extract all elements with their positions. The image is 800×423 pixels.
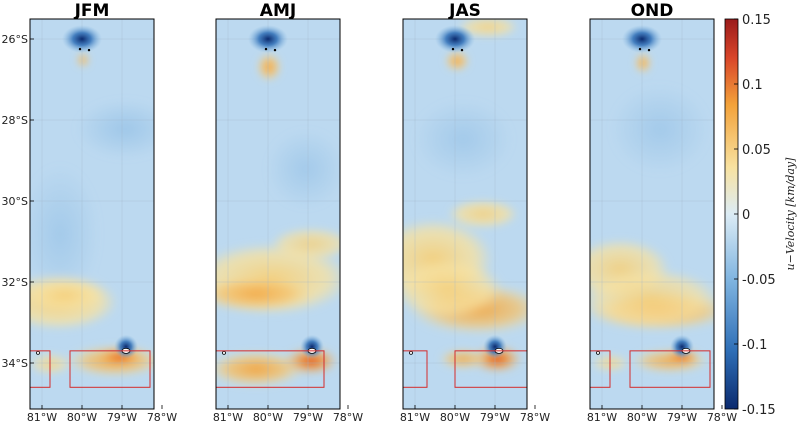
x-tick-label: 81°W (400, 411, 430, 423)
panel-frame (215, 18, 341, 410)
field-patch (471, 345, 523, 373)
gridlines (403, 19, 527, 409)
panel-jfm: JFM 81°W 80°W 79°W 78°W 26°S 28°S 30°S 32°S 34°S (2, 1, 178, 423)
x-tick-label: 81°W (213, 411, 243, 423)
panel-ond: OND 81°W 80°W 79°W 78°W (587, 1, 737, 423)
y-tick-label: 26°S (2, 33, 28, 46)
y-tick-label: 30°S (2, 195, 28, 208)
region-box (590, 350, 611, 388)
panel-frame (402, 18, 528, 410)
field-patch (635, 53, 651, 73)
x-tick-label: 78°W (147, 411, 177, 423)
negative-velocity-core (114, 334, 138, 359)
x-tick-label: 80°W (627, 411, 657, 423)
panel-jas: JAS 81°W 80°W 79°W 78°W (400, 1, 550, 423)
field-patch (77, 53, 89, 67)
region-box (69, 350, 151, 388)
colorbar-tick-label: 0 (742, 208, 750, 223)
negative-velocity-core (670, 334, 694, 359)
x-tick-label: 78°W (707, 411, 737, 423)
panel-amj: AMJ 81°W 80°W 79°W 78°W (213, 1, 363, 423)
colorbar-label: u−Velocity [km/day] (784, 157, 797, 271)
panel-title: AMJ (260, 1, 296, 21)
panel-frame (29, 18, 155, 410)
field-patch (283, 347, 339, 375)
x-tick-label: 78°W (333, 411, 363, 423)
field-patch (448, 200, 518, 228)
panel-title: JAS (448, 1, 481, 21)
velocity-field (30, 19, 154, 409)
negative-velocity-core (622, 25, 662, 53)
velocity-field (216, 19, 340, 409)
x-tick-label: 79°W (480, 411, 510, 423)
region-box (216, 350, 325, 388)
y-tick-label: 28°S (2, 114, 28, 127)
x-tick-label: 81°W (27, 411, 57, 423)
region-box (629, 350, 711, 388)
negative-velocity-core (248, 25, 288, 53)
x-tick-label: 81°W (587, 411, 617, 423)
negative-velocity-core (62, 25, 102, 53)
field-patch (75, 99, 154, 159)
negative-velocity-core (435, 25, 475, 53)
x-tick-label: 78°W (520, 411, 550, 423)
x-tick-label: 80°W (67, 411, 97, 423)
panel-title: JFM (74, 1, 110, 21)
x-tick-label: 79°W (667, 411, 697, 423)
colorbar: 0.15 0.1 0.05 0 -0.05 -0.1 -0.15 u−Velocity [km… (724, 13, 797, 418)
x-tick-label: 80°W (253, 411, 283, 423)
panel-title: OND (631, 1, 674, 21)
field-patch (30, 164, 100, 304)
velocity-field (590, 19, 714, 409)
velocity-field (403, 19, 527, 409)
colorbar-tick-label: -0.05 (742, 273, 776, 288)
field-patch (257, 53, 281, 81)
colorbar-tick-label: -0.1 (742, 338, 767, 353)
y-tick-label: 34°S (2, 357, 28, 370)
field-patch (271, 228, 340, 260)
field-patch (458, 19, 518, 37)
x-tick-label: 79°W (293, 411, 323, 423)
field-patch (216, 276, 316, 312)
field-patch (266, 129, 340, 209)
colorbar-tick-label: 0.1 (742, 78, 763, 93)
colorbar-tick-label: 0.05 (742, 143, 771, 158)
colorbar-tick-label: -0.15 (742, 403, 776, 418)
region-box (30, 350, 51, 388)
gridlines (30, 19, 154, 409)
panel-frame (589, 18, 715, 410)
field-patch (445, 51, 469, 71)
field-patch (590, 269, 714, 329)
field-patch (403, 259, 503, 319)
field-patch (413, 99, 513, 179)
colorbar-tick-label: 0.15 (742, 13, 771, 28)
region-box (403, 350, 428, 388)
y-tick-label: 32°S (2, 276, 28, 289)
x-tick-label: 79°W (107, 411, 137, 423)
field-patch (610, 84, 710, 174)
field-patch (30, 279, 105, 311)
x-tick-label: 80°W (440, 411, 470, 423)
negative-velocity-core (300, 334, 324, 359)
field-patch (439, 349, 487, 369)
negative-velocity-core (483, 334, 507, 359)
region-box (454, 350, 527, 388)
